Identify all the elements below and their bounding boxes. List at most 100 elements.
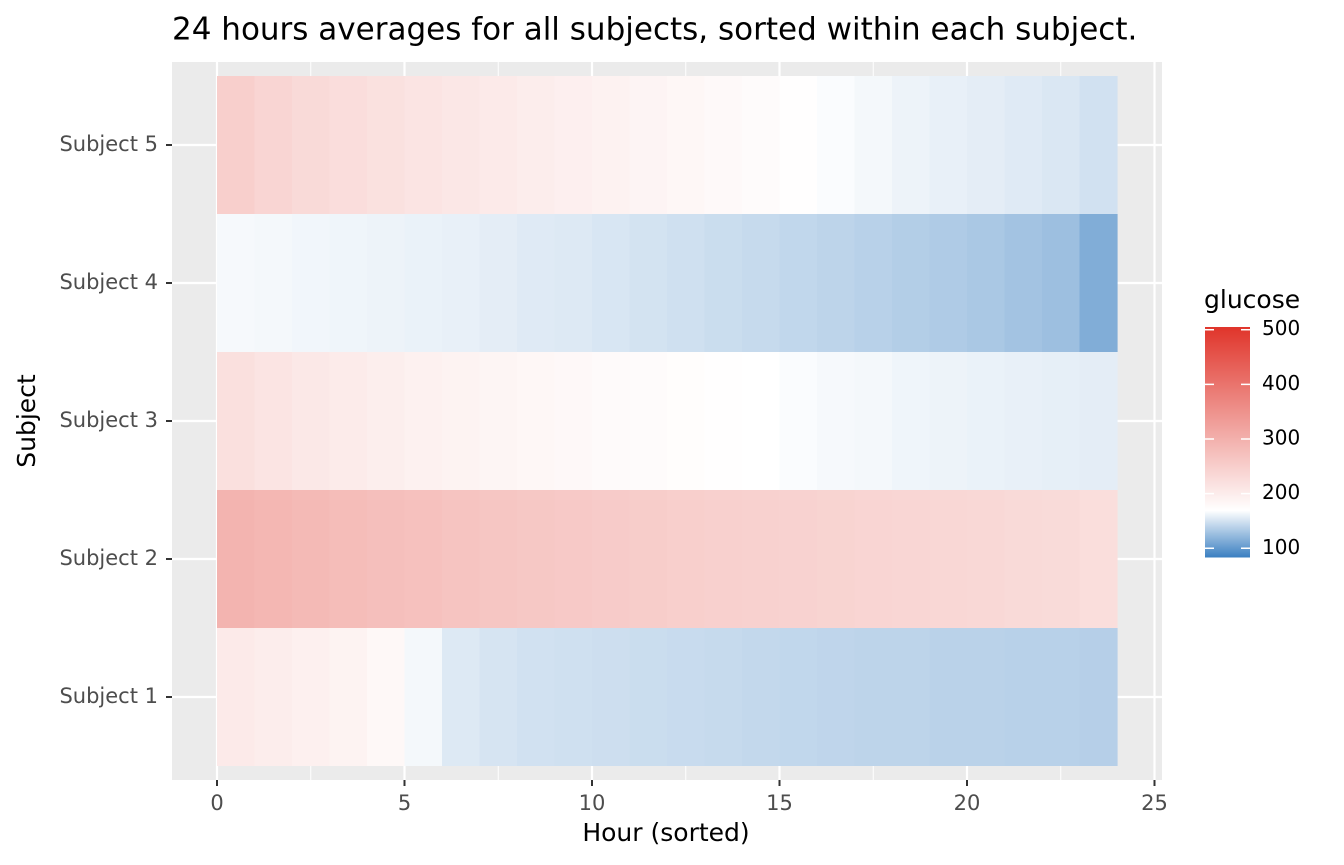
heat-cell [329, 628, 368, 766]
heat-cell [592, 490, 631, 628]
heat-cell [817, 214, 856, 352]
legend-gradient [1205, 363, 1250, 366]
heat-cell [254, 76, 293, 214]
heat-cell [254, 352, 293, 490]
heat-cell [554, 214, 593, 352]
heat-cell [667, 628, 706, 766]
legend-gradient [1205, 507, 1250, 510]
legend-gradient [1205, 477, 1250, 480]
legend-gradient [1205, 329, 1250, 332]
heat-cell [929, 76, 968, 214]
heat-cell [217, 352, 256, 490]
heat-cell [854, 76, 893, 214]
heat-cell [442, 352, 481, 490]
legend-gradient [1205, 341, 1250, 344]
heat-cell [404, 352, 443, 490]
legend-gradient [1205, 513, 1250, 516]
heat-cell [479, 76, 518, 214]
heat-cell [442, 628, 481, 766]
legend-gradient [1205, 431, 1250, 434]
heat-cell [367, 214, 406, 352]
legend-gradient [1205, 395, 1250, 398]
legend-gradient [1205, 441, 1250, 444]
legend-gradient [1205, 483, 1250, 486]
legend-gradient [1205, 397, 1250, 400]
legend-gradient [1205, 429, 1250, 432]
legend-gradient [1205, 391, 1250, 394]
heat-cell [667, 76, 706, 214]
heat-cell [629, 352, 668, 490]
legend-gradient [1205, 499, 1250, 502]
heat-cell [892, 352, 931, 490]
heat-cell [892, 76, 931, 214]
legend-gradient [1205, 541, 1250, 544]
legend-gradient [1205, 463, 1250, 466]
heat-cell [367, 490, 406, 628]
heat-cell [779, 628, 818, 766]
legend-gradient [1205, 469, 1250, 472]
legend-gradient [1205, 503, 1250, 506]
heat-cell [704, 76, 743, 214]
legend-gradient [1205, 491, 1250, 494]
legend-gradient [1205, 443, 1250, 446]
heat-cell [292, 490, 331, 628]
legend-label: 300 [1262, 425, 1300, 449]
heat-cell [629, 628, 668, 766]
y-tick-label: Subject 3 [59, 408, 158, 432]
legend-gradient [1205, 553, 1250, 556]
legend-gradient [1205, 505, 1250, 508]
legend-gradient [1205, 467, 1250, 470]
heat-cell [517, 352, 556, 490]
heat-cell [517, 490, 556, 628]
heat-cell [1042, 628, 1081, 766]
legend-gradient [1205, 449, 1250, 452]
legend-gradient [1205, 407, 1250, 410]
heat-cell [779, 490, 818, 628]
legend-gradient [1205, 385, 1250, 388]
legend-gradient [1205, 479, 1250, 482]
legend-gradient [1205, 373, 1250, 376]
heat-cell [667, 214, 706, 352]
x-tick-label: 0 [210, 791, 223, 815]
heat-cell [967, 352, 1006, 490]
legend-gradient [1205, 393, 1250, 396]
heat-cell [779, 352, 818, 490]
legend-gradient [1205, 473, 1250, 476]
legend-gradient [1205, 545, 1250, 548]
heat-cell [892, 490, 931, 628]
heat-cell [217, 628, 256, 766]
legend-gradient [1205, 445, 1250, 448]
heat-cell [779, 214, 818, 352]
legend-gradient [1205, 357, 1250, 360]
heat-cell [592, 214, 631, 352]
heat-cell [1004, 76, 1043, 214]
legend-gradient [1205, 335, 1250, 338]
legend-gradient [1205, 353, 1250, 356]
heat-cell [704, 214, 743, 352]
legend-gradient [1205, 421, 1250, 424]
x-tick-label: 20 [954, 791, 981, 815]
heat-cell [742, 214, 781, 352]
heat-cell [329, 352, 368, 490]
legend-gradient [1205, 497, 1250, 500]
legend-gradient [1205, 425, 1250, 428]
legend-gradient [1205, 539, 1250, 542]
heat-cell [854, 490, 893, 628]
legend-gradient [1205, 451, 1250, 454]
legend-gradient [1205, 501, 1250, 504]
heat-cell [704, 352, 743, 490]
heat-cell [742, 628, 781, 766]
heat-cell [1042, 352, 1081, 490]
legend-gradient [1205, 375, 1250, 378]
heat-cell [479, 352, 518, 490]
legend-gradient [1205, 521, 1250, 524]
heat-cell [742, 490, 781, 628]
legend-gradient [1205, 555, 1250, 558]
legend-gradient [1205, 377, 1250, 380]
legend-gradient [1205, 515, 1250, 518]
legend-gradient [1205, 511, 1250, 514]
legend-gradient [1205, 403, 1250, 406]
legend-gradient [1205, 527, 1250, 530]
legend-label: 200 [1262, 480, 1300, 504]
heat-cell [517, 214, 556, 352]
